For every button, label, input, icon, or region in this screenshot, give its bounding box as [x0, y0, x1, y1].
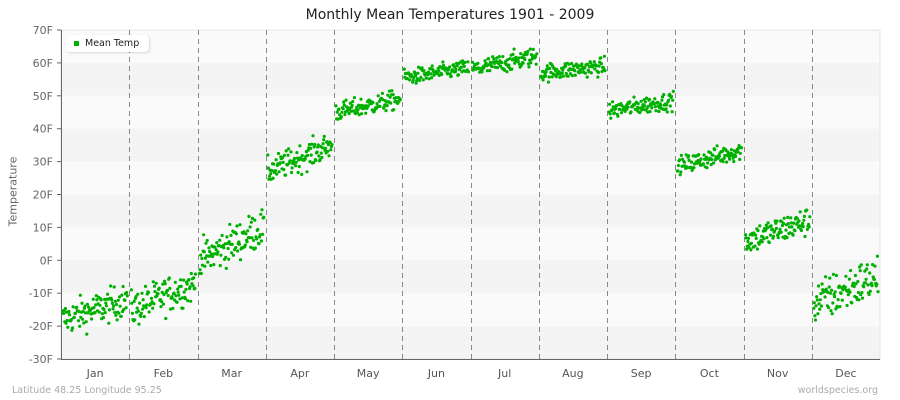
- source-link[interactable]: worldspecies.org: [797, 385, 878, 396]
- y-tick-label: 60F: [33, 57, 53, 70]
- chart-title: Monthly Mean Temperatures 1901 - 2009: [305, 7, 595, 23]
- location-caption: Latitude 48.25 Longitude 95.25: [12, 385, 162, 396]
- x-tick-label: Feb: [154, 367, 173, 380]
- axes: -30F -20F -10F 0F 10F 20F 30F 40F 50F 60F 70F Jan Fe…: [29, 24, 880, 380]
- legend[interactable]: Mean Temp: [66, 35, 150, 52]
- x-tick-label: Jan: [86, 367, 104, 380]
- legend-swatch-icon: [74, 41, 79, 46]
- y-tick-label: 30F: [33, 156, 53, 169]
- legend-label: Mean Temp: [85, 38, 140, 49]
- x-tick-label: Apr: [290, 367, 310, 380]
- y-tick-label: 20F: [33, 189, 53, 202]
- x-tick-label: Sep: [631, 367, 652, 380]
- month-separators: [129, 30, 813, 359]
- y-tick-label: 40F: [33, 123, 53, 136]
- y-axis-label: Temperature: [6, 156, 20, 227]
- x-tick-label: Nov: [767, 367, 789, 380]
- x-tick-label: Dec: [835, 367, 856, 380]
- y-tick-label: 0F: [40, 254, 53, 267]
- background-bands: [60, 29, 881, 360]
- x-tick-label: Aug: [562, 367, 583, 380]
- y-tick-label: -10F: [29, 287, 53, 300]
- x-tick-label: Jul: [497, 367, 511, 380]
- x-tick-label: Jun: [427, 367, 445, 380]
- y-tick-label: 70F: [33, 24, 53, 37]
- y-tick-label: -20F: [29, 320, 53, 333]
- data-points: [61, 47, 880, 336]
- y-tick-label: -30F: [29, 353, 53, 366]
- y-tick-label: 10F: [33, 221, 53, 234]
- x-tick-label: Oct: [700, 367, 720, 380]
- x-tick-label: May: [357, 367, 380, 380]
- y-tick-label: 50F: [33, 90, 53, 103]
- x-tick-label: Mar: [221, 367, 242, 380]
